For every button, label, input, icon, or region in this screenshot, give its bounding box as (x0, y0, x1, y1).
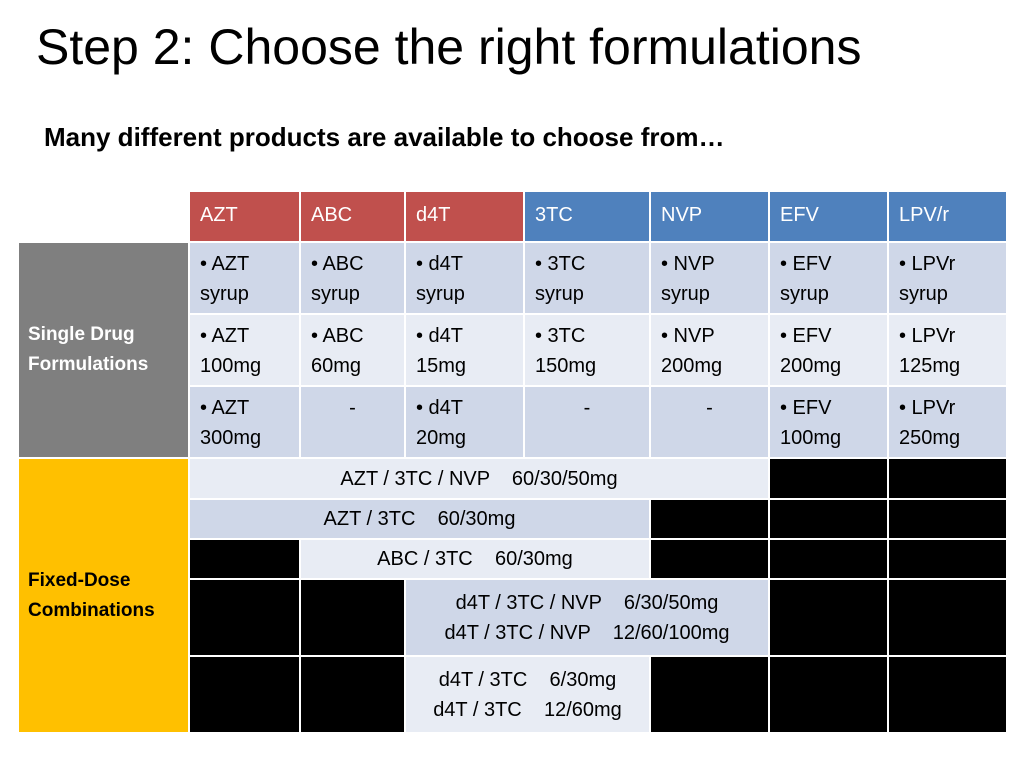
cell-nvp-none: - (649, 385, 770, 459)
fdc-row-abc-3tc: ABC / 3TC 60/30mg (18, 538, 1008, 580)
cell-abc-none: - (299, 385, 406, 459)
fdc-d4t-3tc-nvp: d4T / 3TC / NVP 6/30/50mg d4T / 3TC / NV… (404, 578, 770, 657)
cell-azt-100: • AZT 100mg (188, 313, 301, 387)
cell-nvp-200: • NVP 200mg (649, 313, 770, 387)
col-header-3tc: 3TC (523, 190, 651, 243)
cell-nvp-syrup: • NVP syrup (649, 241, 770, 315)
black-cell (649, 498, 770, 540)
cell-lpvr-250: • LPVr 250mg (887, 385, 1008, 459)
fdc-row-d4t-3tc: d4T / 3TC 6/30mg d4T / 3TC 12/60mg (18, 655, 1008, 734)
fixed-dose-label-line1: Fixed-Dose (28, 569, 131, 591)
cell-azt-300: • AZT 300mg (188, 385, 301, 459)
col-header-nvp: NVP (649, 190, 770, 243)
fixed-dose-label-line2: Combinations (28, 599, 155, 621)
cell-efv-syrup: • EFV syrup (768, 241, 889, 315)
black-cell (188, 578, 301, 657)
cell-d4t-syrup: • d4T syrup (404, 241, 525, 315)
header-row: AZT ABC d4T 3TC NVP EFV LPV/r (17, 190, 1008, 243)
fdc-azt-3tc: AZT / 3TC 60/30mg (188, 498, 651, 540)
cell-lpvr-125: • LPVr 125mg (887, 313, 1008, 387)
black-cell (188, 538, 301, 580)
fdc-row-azt-3tc-nvp: Fixed-Dose Combinations AZT / 3TC / NVP … (17, 457, 1008, 734)
single-drug-label: Single Drug Formulations (17, 241, 190, 459)
black-cell (768, 457, 889, 500)
col-header-lpvr: LPV/r (887, 190, 1008, 243)
cell-3tc-none: - (523, 385, 651, 459)
cell-lpvr-syrup: • LPVr syrup (887, 241, 1008, 315)
slide-subtitle: Many different products are available to… (44, 122, 725, 152)
fdc-d4t-3tc: d4T / 3TC 6/30mg d4T / 3TC 12/60mg (404, 655, 651, 734)
black-cell (768, 655, 889, 734)
col-header-abc: ABC (299, 190, 406, 243)
black-cell (887, 578, 1008, 657)
col-header-azt: AZT (188, 190, 301, 243)
black-cell (887, 538, 1008, 580)
col-header-d4t: d4T (404, 190, 525, 243)
black-cell (649, 655, 770, 734)
single-drug-label-line1: Single Drug (28, 324, 135, 345)
single-row-syrup: Single Drug Formulations • AZT syrup • AB… (17, 241, 1008, 459)
black-cell (768, 538, 889, 580)
cell-azt-syrup: • AZT syrup (188, 241, 301, 315)
corner-cell (17, 190, 190, 243)
fdc-azt-3tc-nvp: AZT / 3TC / NVP 60/30/50mg (188, 457, 770, 500)
cell-3tc-syrup: • 3TC syrup (523, 241, 651, 315)
black-cell (768, 578, 889, 657)
cell-d4t-15: • d4T 15mg (404, 313, 525, 387)
cell-d4t-20: • d4T 20mg (404, 385, 525, 459)
formulations-table: AZT ABC d4T 3TC NVP EFV LPV/r Single Dru… (17, 190, 1008, 734)
single-drug-label-line2: Formulations (28, 354, 149, 375)
cell-3tc-150: • 3TC 150mg (523, 313, 651, 387)
fdc-row-azt-3tc: AZT / 3TC 60/30mg (18, 498, 1008, 540)
single-row-tablet-1: • AZT 100mg • ABC 60mg • d4T 15mg • 3TC 150m… (18, 313, 1008, 387)
fdc-abc-3tc: ABC / 3TC 60/30mg (299, 538, 651, 580)
cell-efv-100: • EFV 100mg (768, 385, 889, 459)
black-cell (188, 655, 301, 734)
cell-abc-60: • ABC 60mg (299, 313, 406, 387)
black-cell (768, 498, 889, 540)
black-cell (299, 578, 406, 657)
col-header-efv: EFV (768, 190, 889, 243)
black-cell (887, 457, 1008, 500)
cell-efv-200: • EFV 200mg (768, 313, 889, 387)
fixed-dose-label: Fixed-Dose Combinations (17, 457, 190, 734)
black-cell (887, 655, 1008, 734)
black-cell (887, 498, 1008, 540)
slide-title: Step 2: Choose the right formulations (36, 19, 862, 75)
black-cell (299, 655, 406, 734)
black-cell (649, 538, 770, 580)
cell-abc-syrup: • ABC syrup (299, 241, 406, 315)
fdc-row-d4t-3tc-nvp: d4T / 3TC / NVP 6/30/50mg d4T / 3TC / NV… (18, 578, 1008, 657)
